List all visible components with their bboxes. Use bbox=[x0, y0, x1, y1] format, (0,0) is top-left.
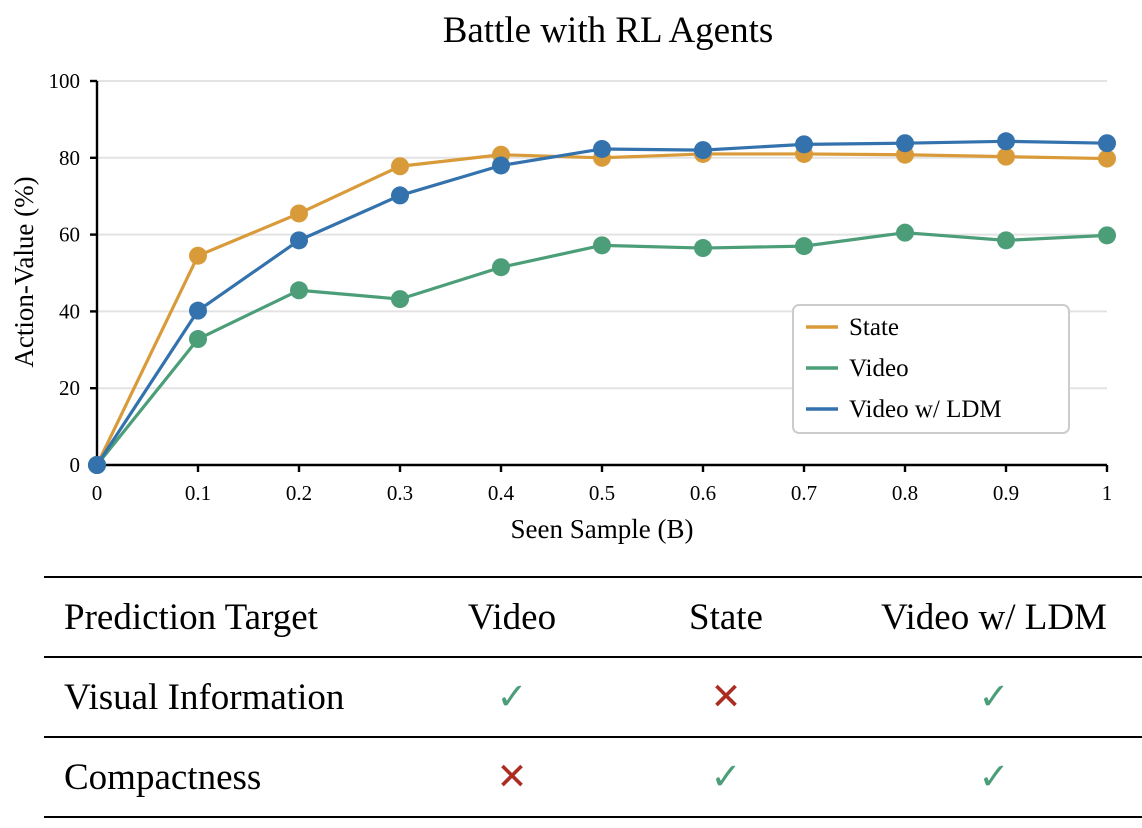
data-point-video-w-ldm bbox=[593, 139, 611, 158]
y-axis-label: Action-Value (%) bbox=[9, 176, 39, 367]
data-point-video-w-ldm bbox=[391, 186, 409, 205]
data-point-video bbox=[391, 290, 409, 309]
check-icon: ✓ bbox=[710, 757, 742, 798]
cross-icon: ✕ bbox=[496, 757, 528, 798]
x-tick-label: 1 bbox=[1102, 481, 1113, 505]
data-point-video-w-ldm bbox=[896, 134, 914, 153]
series-video-w-ldm bbox=[88, 132, 1116, 474]
x-axis-label: Seen Sample (B) bbox=[511, 514, 694, 544]
header-prediction-target: Prediction Target bbox=[64, 596, 318, 638]
data-point-state bbox=[189, 246, 207, 265]
y-tick-label: 0 bbox=[70, 453, 81, 477]
data-point-video-w-ldm bbox=[189, 301, 207, 320]
data-point-state bbox=[391, 157, 409, 176]
legend-label-video-w-ldm: Video w/ LDM bbox=[849, 396, 1002, 423]
legend-box bbox=[792, 304, 1070, 434]
data-point-video bbox=[896, 223, 914, 242]
y-tick-label: 40 bbox=[59, 299, 80, 323]
legend: State Video Video w/ LDM bbox=[792, 304, 1070, 434]
data-point-state bbox=[997, 147, 1015, 166]
data-point-video bbox=[593, 236, 611, 255]
data-point-state bbox=[290, 204, 308, 223]
data-point-video-w-ldm bbox=[694, 141, 712, 160]
y-tick-label: 60 bbox=[59, 223, 80, 247]
x-tick-label: 0.3 bbox=[387, 481, 413, 505]
comparison-table: Prediction Target Video State Video w/ L… bbox=[44, 576, 1142, 818]
data-point-video bbox=[1098, 226, 1116, 245]
header-state: State bbox=[689, 596, 763, 638]
check-icon: ✓ bbox=[978, 757, 1010, 798]
data-point-video bbox=[795, 237, 813, 256]
data-point-video bbox=[492, 258, 510, 277]
x-tick-label: 0.9 bbox=[993, 481, 1019, 505]
data-point-video bbox=[694, 239, 712, 258]
legend-label-video: Video bbox=[849, 355, 909, 382]
legend-label-state: State bbox=[849, 314, 899, 341]
check-icon: ✓ bbox=[496, 677, 528, 718]
check-icon: ✓ bbox=[978, 677, 1010, 718]
data-point-video bbox=[189, 330, 207, 349]
table-row-compactness: Compactness ✕ ✓ ✓ bbox=[44, 737, 1142, 817]
y-tick-label: 100 bbox=[49, 69, 81, 93]
data-point-video-w-ldm bbox=[997, 132, 1015, 151]
series-lines bbox=[88, 132, 1116, 474]
data-point-video bbox=[290, 281, 308, 300]
x-tick-label: 0.6 bbox=[690, 481, 716, 505]
cross-icon: ✕ bbox=[710, 677, 742, 718]
row-label: Visual Information bbox=[64, 676, 345, 718]
tick-labels: 0 20 40 60 80 100 0 0.1 0.2 0.3 0.4 0.5 0.6 0.7 0.8 0.9… bbox=[49, 69, 1113, 505]
data-point-state bbox=[1098, 149, 1116, 168]
x-tick-label: 0.8 bbox=[892, 481, 918, 505]
data-point-video-w-ldm bbox=[290, 231, 308, 250]
header-video: Video bbox=[467, 596, 557, 638]
data-point-video-w-ldm bbox=[795, 135, 813, 154]
row-label: Compactness bbox=[64, 756, 262, 798]
x-tick-label: 0.5 bbox=[589, 481, 615, 505]
x-tick-label: 0.1 bbox=[185, 481, 211, 505]
data-point-video bbox=[997, 231, 1015, 250]
x-tick-label: 0.7 bbox=[791, 481, 817, 505]
x-tick-label: 0 bbox=[92, 481, 103, 505]
x-tick-label: 0.2 bbox=[286, 481, 312, 505]
data-point-video-w-ldm bbox=[492, 156, 510, 175]
table-header-row: Prediction Target Video State Video w/ L… bbox=[44, 577, 1142, 657]
data-point-video-w-ldm bbox=[88, 456, 106, 474]
y-tick-label: 20 bbox=[59, 376, 80, 400]
table-row-visual-information: Visual Information ✓ ✕ ✓ bbox=[44, 657, 1142, 737]
y-tick-label: 80 bbox=[59, 146, 80, 170]
data-point-video-w-ldm bbox=[1098, 134, 1116, 153]
chart-title: Battle with RL Agents bbox=[443, 10, 774, 51]
x-tick-label: 0.4 bbox=[488, 481, 515, 505]
header-video-ldm: Video w/ LDM bbox=[881, 596, 1107, 638]
line-chart: Battle with RL Agents 0 20 40 60 80 100 0 0.1 0.… bbox=[9, 10, 1116, 544]
